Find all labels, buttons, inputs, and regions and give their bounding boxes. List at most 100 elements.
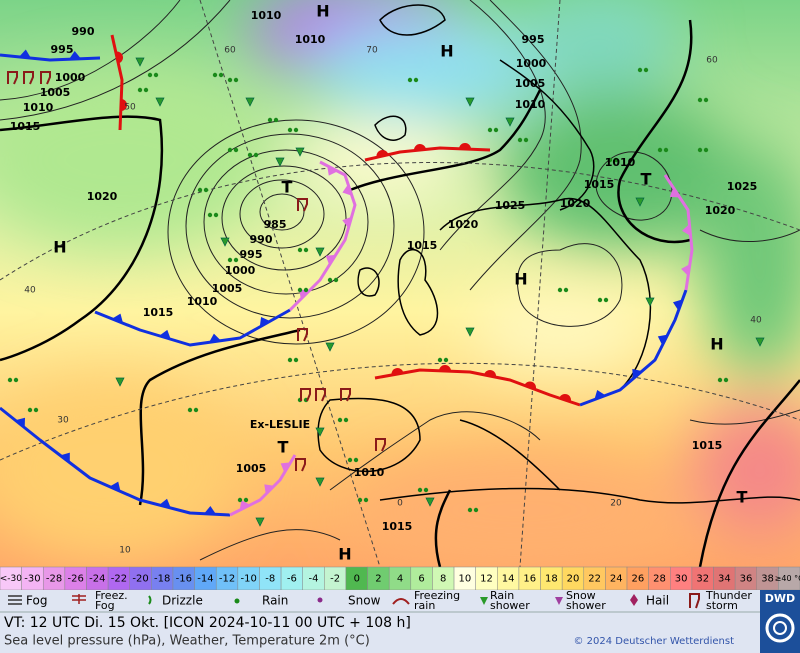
scale-label: -24 — [89, 574, 105, 585]
isobar-label: 1005 — [515, 77, 546, 90]
rain-symbol — [153, 72, 159, 78]
rain-symbol — [363, 497, 369, 503]
rain-symbol — [234, 598, 240, 604]
scale-label: -2 — [330, 574, 340, 585]
front-symbol — [15, 417, 25, 428]
isobar-label: Ex-LESLIE — [250, 418, 310, 431]
scale-label: 18 — [545, 574, 558, 585]
scale-label: -20 — [132, 574, 148, 585]
legend-label: Snow — [348, 594, 381, 608]
snow-shower-symbol — [555, 597, 563, 605]
isobar-label: 1015 — [584, 178, 615, 191]
rain-symbol — [697, 97, 703, 103]
isobar-label: 1000 — [55, 71, 86, 84]
front-symbol — [280, 462, 291, 473]
rain-symbol — [473, 507, 479, 513]
front-symbol — [342, 216, 352, 229]
scale-label: 4 — [397, 574, 403, 585]
rain-shower-symbol — [465, 97, 475, 107]
pressure-center: T — [641, 170, 652, 189]
isobar-label: 1000 — [225, 264, 256, 277]
rain-symbol — [417, 487, 423, 493]
rain-symbol — [303, 247, 309, 253]
rain-symbol — [297, 287, 303, 293]
thunderstorm-symbol — [40, 71, 51, 85]
isobar-label: 1005 — [236, 462, 267, 475]
scale-label: -10 — [240, 574, 256, 585]
isobars — [0, 0, 800, 561]
rain-shower-symbol — [635, 197, 645, 207]
legend-label: rain — [414, 599, 435, 612]
legend-label: Freezing — [414, 589, 460, 602]
logo-swirl — [773, 621, 787, 635]
rain-shower-symbol — [505, 117, 515, 127]
scale-label: 14 — [502, 574, 515, 585]
scale-label: 38 — [761, 574, 774, 585]
rain-symbol — [253, 152, 259, 158]
rain-symbol — [247, 152, 253, 158]
freezing-fog-symbol — [72, 594, 86, 604]
rain-symbol — [13, 377, 19, 383]
front-symbol — [391, 368, 404, 376]
rain-symbol — [597, 297, 603, 303]
front-symbol — [632, 368, 643, 379]
scale-label: 6 — [418, 574, 424, 585]
rain-shower-symbol — [425, 497, 435, 507]
rain-symbol — [343, 417, 349, 423]
rain-shower-symbol — [255, 517, 265, 527]
isotherm-label: 60 — [224, 46, 236, 56]
rain-symbol — [293, 127, 299, 133]
isobar-label: 1025 — [495, 199, 526, 212]
legend-label: Rain — [262, 594, 288, 608]
rain-shower-symbol — [155, 97, 165, 107]
pressure-center: H — [440, 42, 453, 61]
pressure-center: H — [53, 238, 66, 257]
rain-shower-symbol — [465, 327, 475, 337]
front-symbol — [327, 165, 338, 176]
rain-symbol — [327, 277, 333, 283]
isobar-label: 1015 — [143, 306, 174, 319]
front-symbol — [414, 144, 426, 151]
legend-label: Fog — [26, 594, 47, 608]
rain-symbol — [7, 377, 13, 383]
hail-symbol — [630, 594, 638, 606]
rain-symbol — [218, 72, 224, 78]
rain-symbol — [197, 187, 203, 193]
coastlines — [317, 4, 800, 504]
pressure-center: T — [282, 178, 293, 197]
temperature-scale: <-30 -30 -28 -26 -24 -22 -20 -18 -16 -14 -12 -10 -8-… — [0, 566, 800, 591]
weather-symbols — [7, 57, 765, 527]
front-symbol — [209, 333, 221, 343]
front-symbol — [239, 500, 251, 511]
rain-symbol — [657, 147, 663, 153]
rain-symbol — [347, 457, 353, 463]
scale-label: ≥40 °C — [775, 574, 800, 583]
scale-label: 24 — [610, 574, 623, 585]
rain-symbol — [143, 87, 149, 93]
rain-symbol — [267, 117, 273, 123]
isobar-label: 1020 — [705, 204, 736, 217]
rain-symbol — [273, 117, 279, 123]
front-symbol — [115, 51, 123, 64]
rain-symbol — [212, 72, 218, 78]
legend-label: Rain — [490, 589, 514, 602]
isobar-label: 990 — [72, 25, 95, 38]
isotherm-label: 70 — [366, 46, 378, 56]
rain-symbol — [437, 357, 443, 363]
rain-symbol — [407, 77, 413, 83]
front-symbol — [325, 254, 336, 266]
thunderstorm-symbol — [300, 388, 311, 402]
thunderstorm-symbol — [23, 71, 34, 85]
thunderstorm-symbol — [375, 438, 386, 452]
isobar-label: 1010 — [187, 295, 218, 308]
graticule — [0, 0, 800, 567]
isobar-label: 1010 — [354, 466, 385, 479]
scale-label: 36 — [740, 574, 753, 585]
isobar-label: 1010 — [515, 98, 546, 111]
scale-label: <-30 — [0, 574, 22, 584]
rain-symbol — [233, 77, 239, 83]
isobar-label: 1015 — [407, 239, 438, 252]
legend-label: Freez. — [95, 589, 128, 602]
thunderstorm-symbol — [7, 71, 18, 85]
scale-label: -8 — [265, 574, 275, 585]
